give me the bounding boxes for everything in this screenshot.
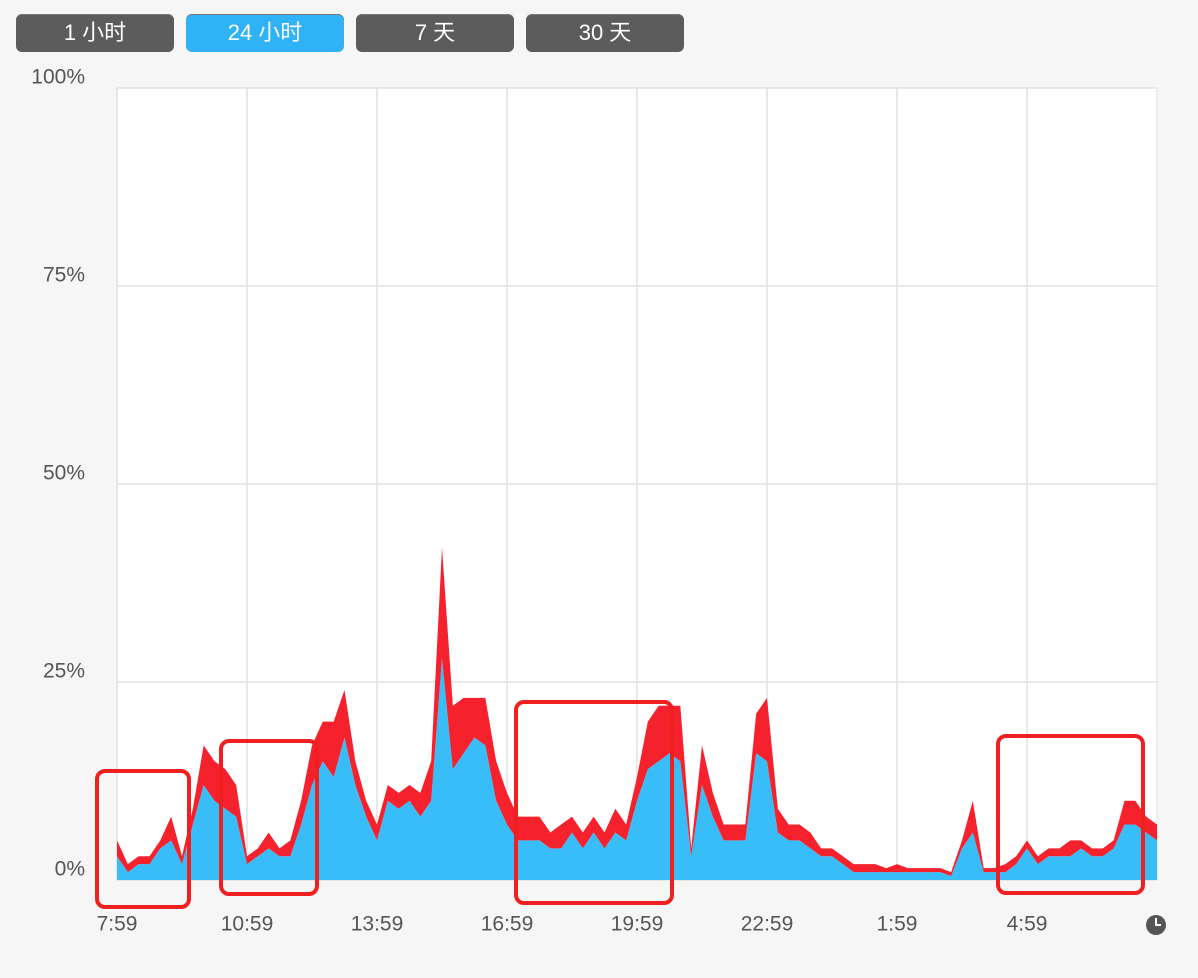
x-tick-label: 4:59	[1007, 913, 1048, 936]
range-button[interactable]: 7 天	[356, 14, 514, 52]
highlight-boxes	[95, 700, 1145, 909]
x-tick-label: 1:59	[877, 913, 918, 936]
highlight-box	[219, 739, 319, 896]
range-button[interactable]: 1 小时	[16, 14, 174, 52]
x-tick-label: 13:59	[351, 913, 404, 936]
x-tick-label: 10:59	[221, 913, 274, 936]
clock-icon[interactable]	[1146, 915, 1166, 935]
x-tick-label: 16:59	[481, 913, 534, 936]
clock-hands	[1155, 918, 1161, 926]
y-tick-label: 0%	[55, 858, 85, 881]
range-button[interactable]: 24 小时	[186, 14, 344, 52]
labels: 0% 25% 50% 75% 100% 7:59 10:59 13:59 16:59 19:59 2…	[31, 66, 1047, 936]
x-tick-label: 22:59	[741, 913, 794, 936]
highlight-box	[95, 769, 191, 909]
x-tick-label: 19:59	[611, 913, 664, 936]
highlight-box	[514, 700, 674, 905]
y-tick-label: 50%	[43, 462, 85, 485]
highlight-box	[996, 734, 1145, 895]
y-tick-label: 75%	[43, 264, 85, 287]
y-tick-label: 100%	[31, 66, 85, 89]
range-button[interactable]: 30 天	[526, 14, 684, 52]
x-tick-label: 7:59	[97, 913, 138, 936]
y-tick-label: 25%	[43, 660, 85, 683]
